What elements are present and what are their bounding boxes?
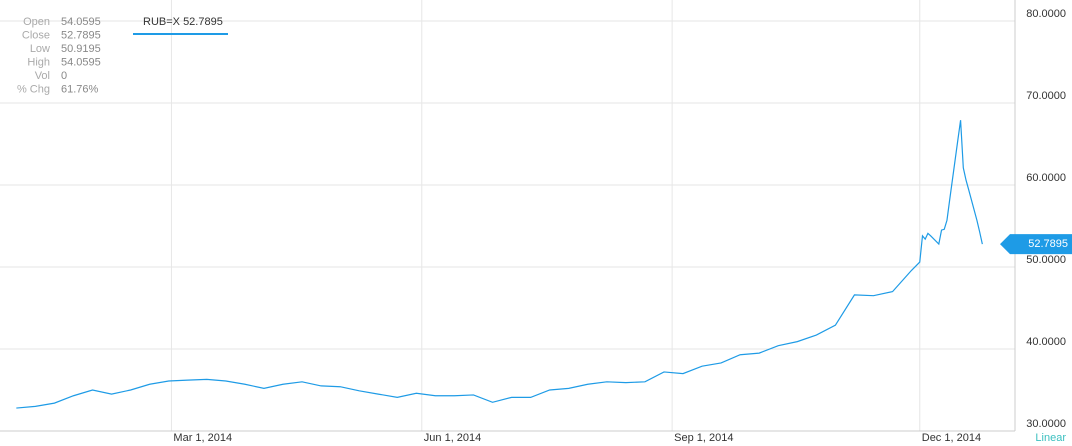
x-tick-label: Mar 1, 2014 <box>173 432 232 444</box>
y-tick-label: 30.0000 <box>1026 418 1066 430</box>
y-tick-label: 70.0000 <box>1026 90 1066 102</box>
y-tick-label: 40.0000 <box>1026 336 1066 348</box>
legend-value: 52.7895 <box>183 16 223 28</box>
info-value: 54.0595 <box>61 16 101 28</box>
info-value: 61.76% <box>61 83 99 95</box>
y-tick-label: 80.0000 <box>1026 8 1066 20</box>
legend[interactable]: RUB=X 52.7895 <box>133 16 228 35</box>
y-tick-label: 50.0000 <box>1026 254 1066 266</box>
x-tick-label: Jun 1, 2014 <box>424 432 482 444</box>
x-tick-label: Dec 1, 2014 <box>922 432 981 444</box>
legend-name: RUB=X <box>143 16 181 28</box>
info-value: 50.9195 <box>61 43 101 55</box>
legend-text: RUB=X 52.7895 <box>143 16 223 28</box>
info-label: Close <box>22 29 50 41</box>
info-label: Open <box>23 16 50 28</box>
price-line <box>16 120 983 409</box>
info-value: 0 <box>61 70 67 82</box>
info-value: 54.0595 <box>61 56 101 68</box>
price-flag <box>1000 234 1072 255</box>
info-value: 52.7895 <box>61 29 101 41</box>
y-tick-label: 60.0000 <box>1026 172 1066 184</box>
x-tick-label: Sep 1, 2014 <box>674 432 733 444</box>
info-label: High <box>27 56 50 68</box>
info-label: Vol <box>35 70 50 82</box>
scale-label[interactable]: Linear <box>1035 432 1066 444</box>
info-label: Low <box>30 43 50 55</box>
info-panel: Open 54.0595 Close 52.7895 Low 50.9195 High 54.… <box>17 16 101 96</box>
price-flag-label: 52.7895 <box>1028 238 1068 250</box>
info-label: % Chg <box>17 83 50 95</box>
